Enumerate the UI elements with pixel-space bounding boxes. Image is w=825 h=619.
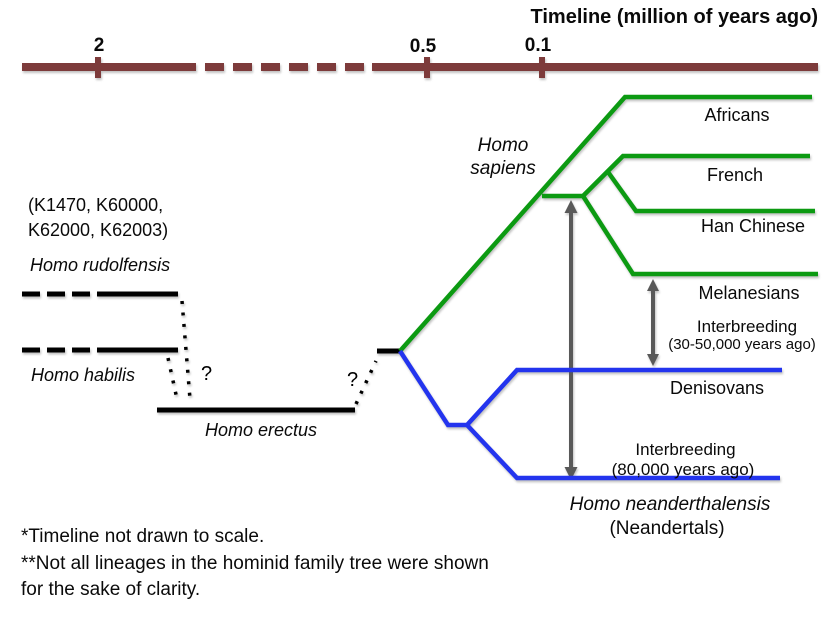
timeline-tick-label-0-1: 0.1 xyxy=(524,35,552,56)
timeline-title: Timeline (million of years ago) xyxy=(530,6,818,28)
sapiens-han-chinese-line xyxy=(606,170,815,214)
interbreeding-melanesians-denisovans-label: Interbreeding xyxy=(696,317,798,336)
interbreeding-melanesians-denisovans-detail: (30-50,000 years ago) xyxy=(668,336,816,353)
homo-rudolfensis-label: Homo rudolfensis xyxy=(30,255,171,275)
uncertainty-question-mark-erectus: ? xyxy=(201,363,213,385)
sapiens-melanesians-line xyxy=(581,194,818,277)
sapiens-french-line xyxy=(542,153,810,199)
interbreeding-sapiens-neanderthals-detail: (80,000 years ago) xyxy=(611,460,755,479)
arrow-head-up-icon xyxy=(564,200,578,213)
timeline-bar xyxy=(22,57,818,78)
homo-sapiens-label: Homo sapiens xyxy=(470,135,536,179)
han-chinese-label: Han Chinese xyxy=(700,216,806,236)
footnote-scale: *Timeline not drawn to scale. xyxy=(21,526,265,547)
sapiens-africans-line xyxy=(398,94,812,353)
homo-neanderthalensis-label: Homo neanderthalensis xyxy=(569,494,771,515)
fossil-specimens-label: (K1470, K60000, K62000, K62003) xyxy=(28,195,169,240)
homo-erectus-label: Homo erectus xyxy=(204,420,318,440)
timeline-tick-marks xyxy=(95,57,545,78)
rudolfensis-to-erectus-dotted xyxy=(180,300,192,400)
timeline-tick-label-0-5: 0.5 xyxy=(409,36,437,57)
melanesians-label: Melanesians xyxy=(698,283,800,303)
neanderthal-line xyxy=(465,423,780,481)
arrow-head-up-icon xyxy=(647,279,659,291)
interbreeding-sapiens-neanderthals-label: Interbreeding xyxy=(635,440,736,459)
uncertainty-question-mark-sapiens: ? xyxy=(347,369,359,391)
timeline-tick-label-2: 2 xyxy=(93,35,105,56)
interbreeding-arrow-sapiens-neanderthals xyxy=(564,200,578,480)
arrow-head-down-icon xyxy=(564,467,578,480)
denisovans-label: Denisovans xyxy=(669,378,765,398)
footnote-clarity: **Not all lineages in the hominid family… xyxy=(21,553,489,600)
arrow-head-down-icon xyxy=(647,354,659,366)
habilis-to-erectus-dotted xyxy=(166,357,179,400)
homo-habilis-label: Homo habilis xyxy=(31,365,136,385)
neandertals-label: (Neandertals) xyxy=(609,518,725,539)
africans-label: Africans xyxy=(704,105,770,125)
french-label: French xyxy=(706,165,764,185)
erectus-to-sapiens-dotted xyxy=(354,360,378,405)
interbreeding-arrow-melanesians-denisovans xyxy=(647,279,659,366)
